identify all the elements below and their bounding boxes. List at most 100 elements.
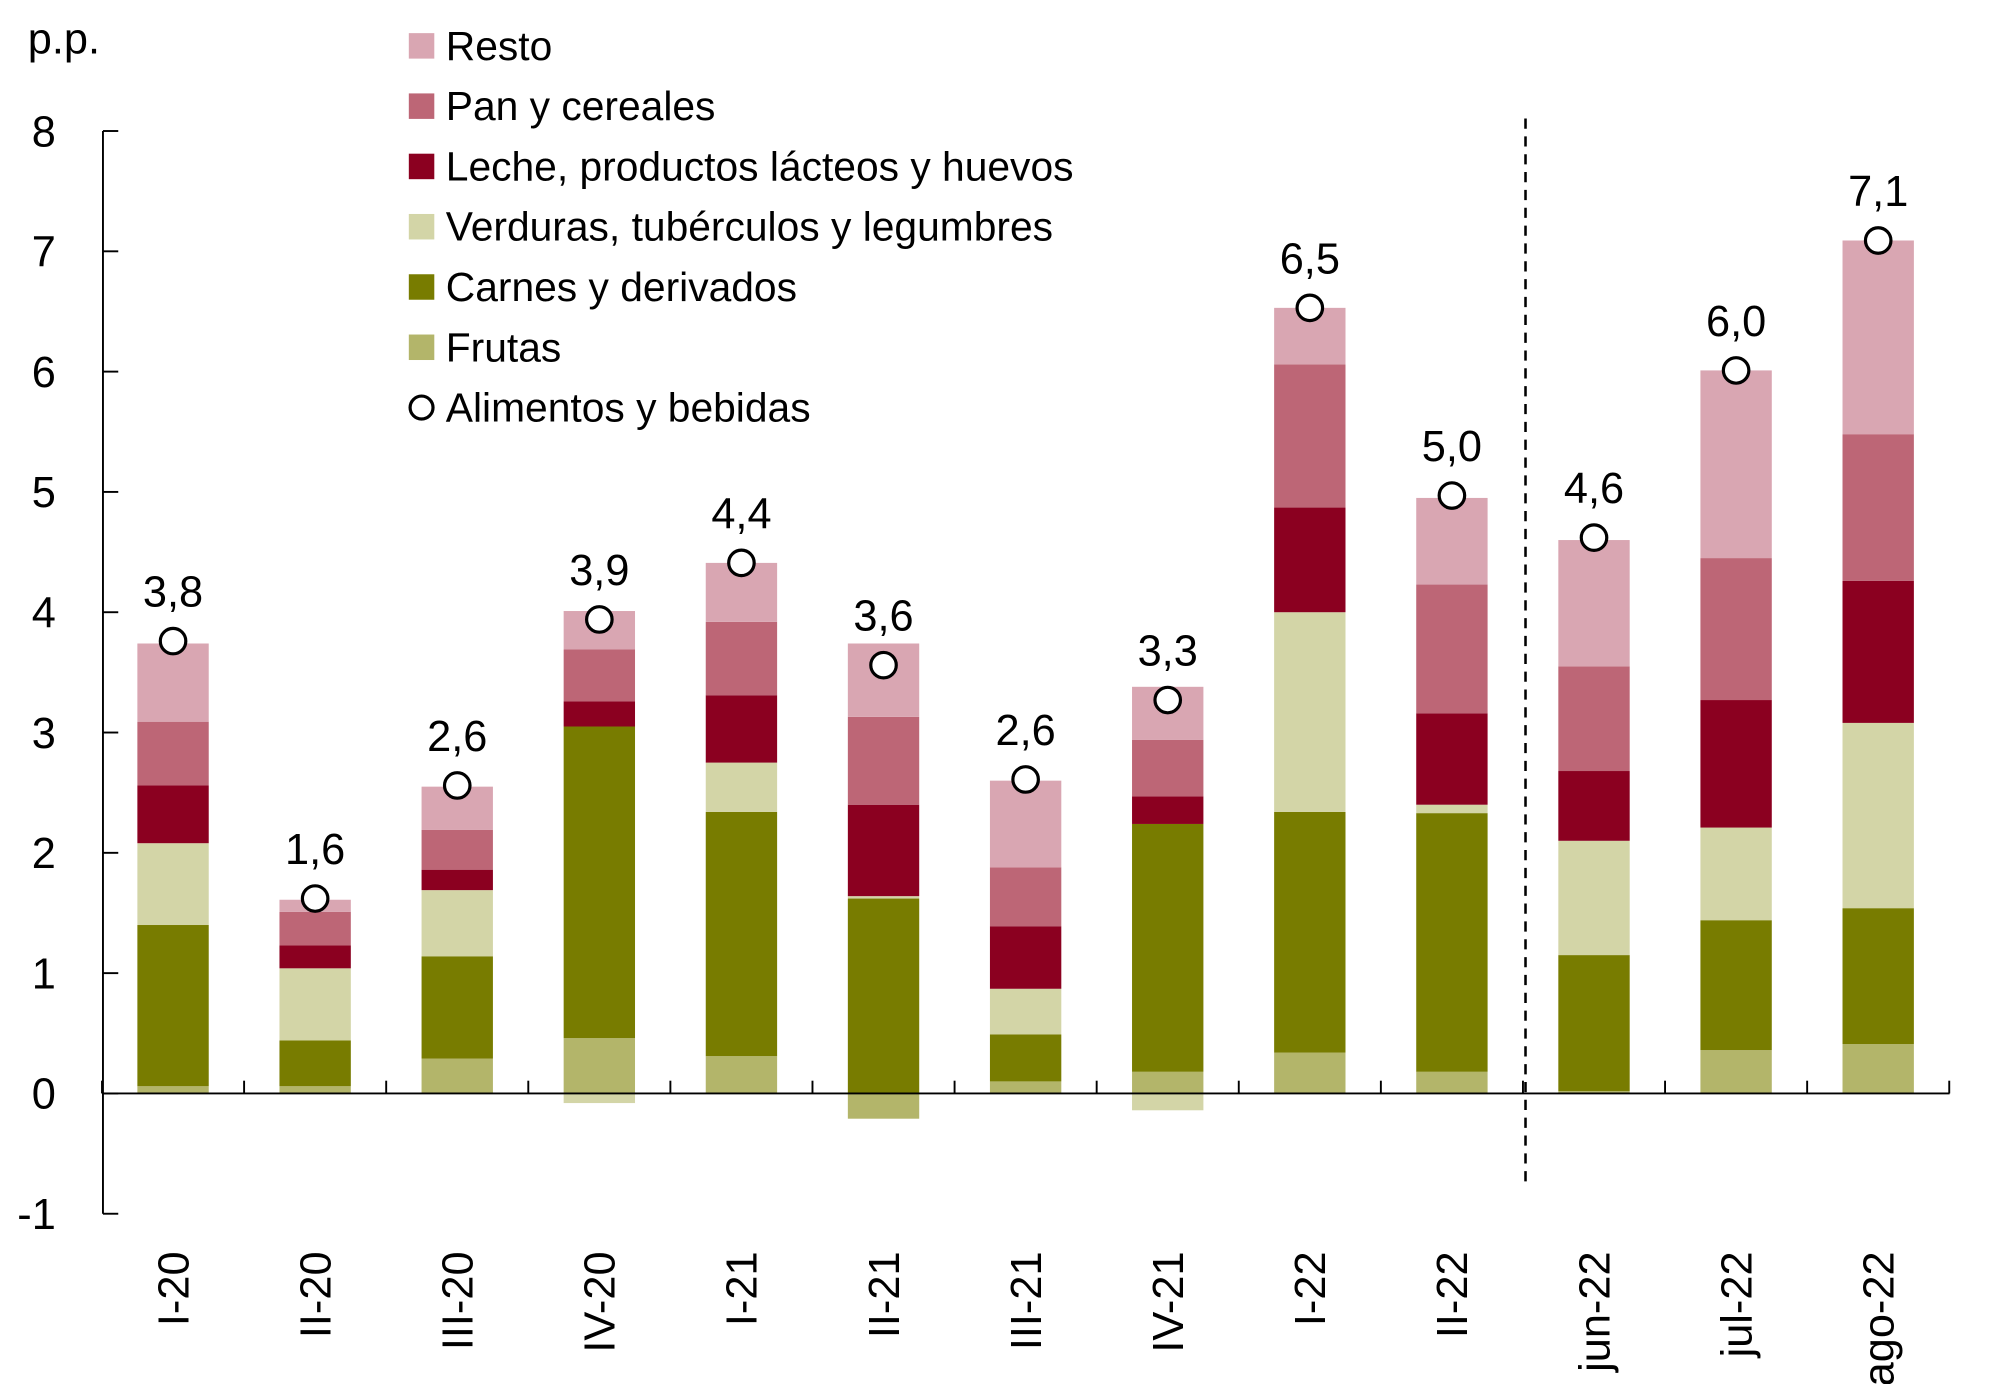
data-label: 3,3: [1138, 628, 1198, 676]
bar-segment-pan-y-cereales: [847, 716, 920, 805]
legend-swatch: [408, 33, 435, 59]
data-label: 2,6: [996, 707, 1056, 755]
bar-segment-verduras-tub-rculos-y-legumbres: [1132, 1093, 1204, 1111]
bar-segment-carnes-y-derivados: [563, 726, 636, 1039]
bar-segment-verduras-tub-rculos-y-legumbres: [847, 896, 920, 899]
bar-segment-carnes-y-derivados: [137, 925, 209, 1087]
bar-segment-frutas: [1842, 1044, 1914, 1094]
bar-segment-resto: [1842, 240, 1914, 435]
bar-segment-leche-productos-l-cteos-y-huevos: [1132, 796, 1204, 824]
bar-segment-verduras-tub-rculos-y-legumbres: [1700, 827, 1772, 921]
data-label: 2,6: [427, 713, 487, 761]
total-marker: [585, 605, 614, 634]
legend-swatch: [408, 274, 435, 300]
total-marker: [1295, 293, 1325, 323]
x-tick-label: I-21: [719, 1251, 767, 1326]
total-marker: [1437, 481, 1467, 510]
total-marker: [1721, 356, 1751, 385]
data-label: 3,6: [853, 593, 913, 641]
bar-segment-pan-y-cereales: [1274, 364, 1346, 508]
bar-segment-verduras-tub-rculos-y-legumbres: [1558, 840, 1630, 956]
x-tick-label: I-20: [150, 1251, 198, 1326]
bar-segment-resto: [137, 643, 209, 722]
legend: Resto Pan y cereales Leche, productos láct…: [408, 23, 1074, 431]
bar-segment-pan-y-cereales: [989, 867, 1062, 927]
bars: 3,8 1,6 2,6 3,9 4,4 3,6 2,6 3,3 6,5 5,0 4,6 6,0 7,1: [137, 168, 1914, 1119]
x-tick-label: IV-21: [1145, 1251, 1193, 1352]
data-label: 7,1: [1848, 168, 1908, 216]
bar-segment-frutas: [1132, 1071, 1204, 1094]
legend-label: Resto: [446, 23, 553, 69]
bar-segment-verduras-tub-rculos-y-legumbres: [989, 988, 1062, 1035]
bar-segment-pan-y-cereales: [1558, 666, 1630, 772]
y-tick-label: 1: [32, 950, 56, 998]
data-label: 5,0: [1422, 423, 1482, 471]
bar-segment-pan-y-cereales: [279, 911, 351, 946]
total-marker: [1863, 226, 1893, 255]
bar-segment-leche-productos-l-cteos-y-huevos: [705, 695, 778, 763]
x-tick-label: II-20: [292, 1251, 340, 1338]
bar-segment-frutas: [705, 1056, 778, 1094]
bar-segment-frutas: [1274, 1052, 1346, 1094]
bar-segment-frutas: [847, 1093, 920, 1119]
legend-label: Verduras, tubérculos y legumbres: [446, 204, 1053, 250]
bar-segment-carnes-y-derivados: [1842, 908, 1914, 1045]
bar-segment-pan-y-cereales: [1700, 558, 1772, 701]
x-tick-label: III-21: [1003, 1251, 1051, 1350]
data-label: 6,0: [1706, 298, 1766, 346]
bar-segment-carnes-y-derivados: [1700, 920, 1772, 1051]
bar-segment-verduras-tub-rculos-y-legumbres: [563, 1093, 636, 1104]
legend-marker: [408, 394, 435, 421]
bar-segment-frutas: [137, 1086, 209, 1094]
bar-segment-frutas: [563, 1038, 636, 1094]
bar-segment-verduras-tub-rculos-y-legumbres: [1274, 612, 1346, 812]
data-label: 4,4: [711, 490, 771, 538]
bar-segment-carnes-y-derivados: [989, 1034, 1062, 1082]
data-label: 3,9: [569, 547, 629, 595]
x-tick-label: III-20: [435, 1251, 483, 1350]
bar-segment-leche-productos-l-cteos-y-huevos: [1842, 580, 1914, 723]
bar-segment-pan-y-cereales: [1416, 584, 1488, 714]
legend-label: Alimentos y bebidas: [446, 385, 811, 431]
bar-segment-frutas: [279, 1086, 351, 1094]
legend-swatch: [408, 153, 435, 180]
bar-segment-verduras-tub-rculos-y-legumbres: [137, 843, 209, 926]
bar-segment-pan-y-cereales: [1132, 739, 1204, 797]
bar-segment-verduras-tub-rculos-y-legumbres: [1842, 722, 1914, 909]
bar-segment-leche-productos-l-cteos-y-huevos: [421, 869, 493, 891]
y-tick-label: 6: [32, 349, 56, 397]
bar-segment-verduras-tub-rculos-y-legumbres: [279, 968, 351, 1041]
x-tick-label: jun-22: [1571, 1251, 1619, 1373]
bar-segment-leche-productos-l-cteos-y-huevos: [847, 804, 920, 897]
bar-segment-leche-productos-l-cteos-y-huevos: [137, 785, 209, 844]
bar-segment-resto: [1558, 540, 1630, 667]
legend-label: Carnes y derivados: [446, 264, 797, 310]
bar-segment-resto: [989, 780, 1062, 868]
y-tick-label: 5: [32, 469, 56, 517]
bar-segment-carnes-y-derivados: [1132, 823, 1204, 1072]
bar-segment-frutas: [989, 1081, 1062, 1094]
data-label: 3,8: [143, 569, 203, 617]
legend-label: Frutas: [446, 324, 562, 370]
bar-segment-resto: [1700, 370, 1772, 559]
y-tick-label: 4: [32, 590, 56, 638]
total-marker: [442, 771, 472, 800]
bar-segment-carnes-y-derivados: [705, 811, 778, 1057]
bar-segment-leche-productos-l-cteos-y-huevos: [989, 926, 1062, 989]
bar-segment-verduras-tub-rculos-y-legumbres: [421, 890, 493, 957]
legend-swatch: [408, 213, 435, 240]
bar-segment-carnes-y-derivados: [1558, 955, 1630, 1092]
bar-segment-frutas: [1416, 1071, 1488, 1094]
bar-segment-pan-y-cereales: [137, 721, 209, 786]
legend-label: Pan y cereales: [446, 83, 716, 129]
bar-segment-carnes-y-derivados: [1274, 811, 1346, 1053]
x-tick-label: II-22: [1429, 1251, 1477, 1338]
bar-segment-resto: [1416, 497, 1488, 585]
bar-segment-leche-productos-l-cteos-y-huevos: [1558, 771, 1630, 841]
x-tick-label: II-21: [861, 1251, 909, 1338]
legend-label: Leche, productos lácteos y huevos: [446, 143, 1074, 189]
x-tick-label: jul-22: [1713, 1251, 1761, 1359]
bar-segment-leche-productos-l-cteos-y-huevos: [279, 945, 351, 969]
y-axis-label: p.p.: [28, 16, 100, 64]
